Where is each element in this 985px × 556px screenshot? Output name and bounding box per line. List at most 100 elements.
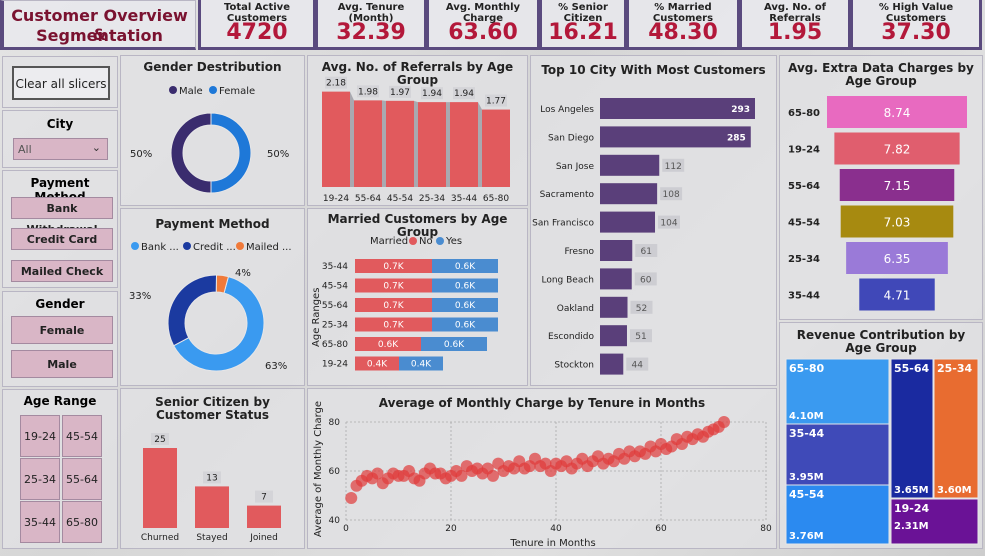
city-axis-label: San Francisco — [532, 219, 594, 229]
scatter-chart-title: Average of Monthly Charge by Tenure in M… — [378, 396, 706, 410]
referrals-label-bg — [453, 87, 475, 100]
senior-label-bg — [203, 471, 221, 484]
senior-bar-Churned — [143, 448, 177, 528]
married-bar-yes-45-54 — [432, 278, 498, 293]
scatter-xtick: 0 — [343, 524, 349, 534]
referrals-label-bg — [389, 85, 411, 98]
referrals-chart-title: Avg. No. of Referrals by Age Group — [321, 60, 514, 87]
married-bar-yes-35-44 — [432, 259, 498, 273]
referrals-ribbon — [350, 91, 354, 187]
city-label-bg — [662, 158, 685, 172]
senior-chart-panel: Senior Citizen by Customer Status 25 Chur… — [120, 388, 305, 549]
payment-label-4: 4% — [235, 268, 251, 279]
senior-value-label: 25 — [154, 435, 165, 445]
revenue-tile-label: 65-80 — [789, 362, 825, 375]
revenue-tile-label: 19-24 — [894, 502, 930, 515]
referrals-axis-label: 65-80 — [483, 194, 509, 204]
age-option-19-24[interactable]: 19-24 — [20, 415, 60, 457]
gender-option-female[interactable]: Female — [11, 316, 113, 344]
referrals-bar-65-80 — [482, 109, 510, 187]
city-axis-label: Los Angeles — [540, 105, 594, 115]
page-subtitle: Segmentation — [36, 26, 163, 45]
city-label-bg — [658, 215, 681, 229]
scatter-point — [718, 416, 730, 428]
city-axis-label: Oakland — [557, 304, 594, 314]
extra-value-label: 6.35 — [884, 252, 911, 266]
kpi-high-value-customers: % High Value Customers 37.30 — [850, 0, 982, 50]
scatter-chart: Tenure in Months Average of Monthly Char… — [313, 401, 772, 549]
senior-label-bg — [255, 490, 273, 503]
referrals-label-bg — [421, 87, 443, 100]
extra-value-label: 4.71 — [884, 289, 911, 303]
gender-chart: Male Female 50% 50% — [130, 86, 289, 194]
scatter-xtick: 80 — [760, 524, 772, 534]
city-axis-label: Stockton — [554, 361, 594, 371]
age-option-35-44[interactable]: 35-44 — [20, 501, 60, 543]
married-label-no: 0.4K — [367, 360, 388, 370]
married-label-no: 0.7K — [383, 301, 404, 311]
city-dropdown[interactable]: All ⌄ — [13, 138, 108, 160]
scatter-xlabel: Tenure in Months — [509, 538, 595, 549]
extra-bar-25-34 — [846, 242, 948, 274]
scatter-xtick: 20 — [445, 524, 457, 534]
married-bar-yes-65-80 — [421, 337, 487, 351]
gender-label-right: 50% — [267, 149, 289, 160]
referrals-value-label: 1.94 — [454, 89, 474, 99]
extra-axis-label: 25-34 — [788, 254, 820, 265]
age-option-55-64[interactable]: 55-64 — [62, 458, 102, 500]
gender-label-left: 50% — [130, 149, 152, 160]
extra-value-label: 8.74 — [884, 106, 911, 120]
payment-option-mailed-check[interactable]: Mailed Check — [11, 260, 113, 282]
city-value-label: 104 — [660, 219, 677, 229]
payment-slicer: Payment Method Bank Withdrawal Credit Ca… — [2, 170, 118, 288]
legend-male-label: Male — [179, 86, 203, 97]
city-label-bg — [629, 329, 652, 343]
revenue-tile-label: 55-64 — [894, 362, 930, 375]
scatter-chart-panel: Average of Monthly Charge by Tenure in M… — [307, 388, 777, 549]
payment-option-credit-card[interactable]: Credit Card — [11, 228, 113, 250]
clear-all-slicers-button[interactable]: Clear all slicers — [12, 66, 110, 100]
city-bar-Oakland — [600, 296, 628, 318]
kpi-married-customers: % Married Customers 48.30 — [626, 0, 740, 50]
city-bar-Escondido — [600, 325, 627, 347]
legend-credit-label: Credit ... — [193, 242, 236, 253]
gender-donut — [170, 112, 252, 194]
revenue-tile-label: 35-44 — [789, 427, 825, 440]
referrals-chart: 2.18 19-24 1.98 55-64 1.97 45-54 1.94 25-34 1.94… — [322, 76, 510, 204]
senior-value-label: 13 — [206, 473, 217, 483]
referrals-ribbon — [478, 102, 482, 187]
city-axis-label: San Jose — [556, 162, 595, 172]
city-bar-Fresno — [600, 240, 633, 261]
city-bar-Stockton — [600, 353, 624, 375]
revenue-tile-value: 4.10M — [789, 411, 824, 422]
extra-axis-label: 35-44 — [788, 291, 820, 302]
senior-bar-Joined — [247, 505, 281, 528]
senior-value-label: 7 — [261, 493, 267, 503]
referrals-bar-19-24 — [322, 91, 350, 187]
married-bar-no-45-54 — [355, 278, 432, 293]
age-option-25-34[interactable]: 25-34 — [20, 458, 60, 500]
extra-bar-35-44 — [859, 278, 935, 311]
city-value-label: 52 — [636, 304, 647, 314]
kpi-avg-monthly-charge: Avg. Monthly Charge 63.60 — [426, 0, 540, 50]
city-label-bg — [630, 300, 653, 314]
gender-option-male[interactable]: Male — [11, 350, 113, 378]
referrals-label-bg — [485, 94, 507, 107]
married-chart-title: Married Customers by Age Group — [327, 212, 508, 239]
revenue-tile-value: 3.65M — [894, 485, 929, 496]
scatter-xtick: 60 — [655, 524, 667, 534]
payment-option-bank-withdrawal[interactable]: Bank Withdrawal — [11, 197, 113, 236]
payment-label-63: 63% — [265, 361, 287, 372]
senior-bar-Stayed — [195, 486, 229, 528]
married-label-no: 0.7K — [383, 262, 404, 272]
extra-bar-45-54 — [840, 205, 954, 238]
revenue-tile-label: 45-54 — [789, 488, 825, 501]
age-option-65-80[interactable]: 65-80 — [62, 501, 102, 543]
revenue-chart-title: Revenue Contribution by Age Group — [796, 328, 966, 355]
referrals-axis-label: 55-64 — [355, 194, 381, 204]
married-legend-no: No — [419, 236, 433, 247]
page-title: Customer Overview & — [11, 6, 188, 44]
referrals-label-bg — [325, 76, 347, 89]
payment-label-33: 33% — [129, 291, 151, 302]
age-option-45-54[interactable]: 45-54 — [62, 415, 102, 457]
